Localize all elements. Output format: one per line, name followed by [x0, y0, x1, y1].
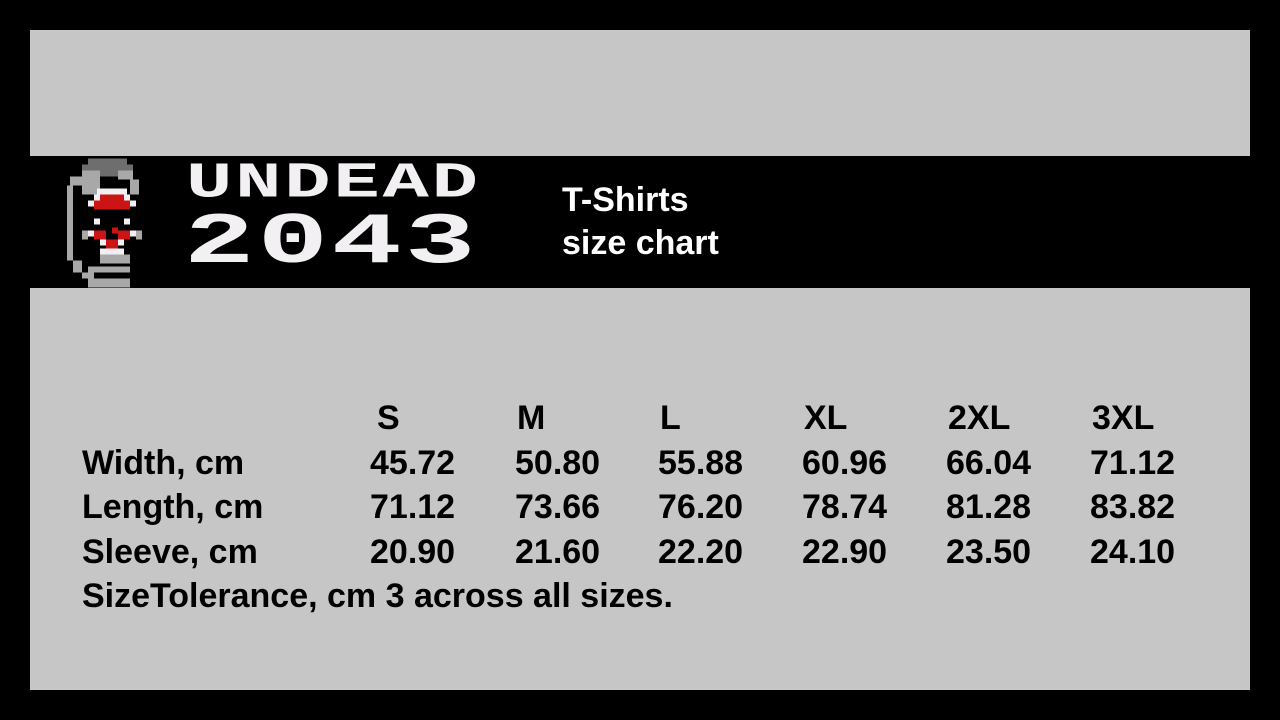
table-cell: 73.66: [515, 488, 601, 526]
size-tolerance-note: SizeTolerance, cm 3 across all sizes.: [82, 577, 673, 615]
logo-wordmark-2043: 2043: [184, 210, 479, 276]
table-cell: 71.12: [370, 488, 456, 526]
table-cell: 23.50: [946, 532, 1032, 571]
table-cell: 50.80: [515, 443, 601, 482]
skull-logo-icon: [67, 158, 142, 288]
table-cell: 21.60: [515, 532, 601, 571]
table-cell: 55.88: [658, 443, 744, 482]
row-label: Length, cm: [82, 488, 264, 526]
table-cell: 22.20: [658, 532, 744, 571]
column-header-l: L: [660, 399, 681, 437]
table-cell: 66.04: [946, 443, 1032, 482]
title-line2: size chart: [562, 224, 719, 262]
table-cell: 81.28: [946, 488, 1032, 526]
title-line1: T-Shirts: [562, 181, 689, 219]
table-cell: 83.82: [1090, 488, 1176, 526]
table-cell: 22.90: [802, 532, 888, 571]
logo-wordmark-undead: UNDEAD: [186, 158, 481, 209]
row-label: Sleeve, cm: [82, 532, 258, 571]
table-cell: 60.96: [802, 443, 888, 482]
header-banner: [30, 156, 1250, 288]
table-cell: 76.20: [658, 488, 744, 526]
top-panel: [30, 30, 1250, 156]
table-cell: 78.74: [802, 488, 888, 526]
size-table-panel: [30, 288, 1250, 690]
column-header-2xl: 2XL: [948, 399, 1011, 437]
column-header-m: M: [517, 399, 546, 437]
table-cell: 45.72: [370, 443, 456, 482]
table-cell: 20.90: [370, 532, 456, 571]
table-cell: 71.12: [1090, 443, 1176, 482]
column-header-s: S: [377, 399, 400, 437]
column-header-3xl: 3XL: [1092, 399, 1155, 437]
row-label: Width, cm: [82, 443, 245, 482]
column-header-xl: XL: [804, 399, 848, 437]
table-cell: 24.10: [1090, 532, 1176, 571]
